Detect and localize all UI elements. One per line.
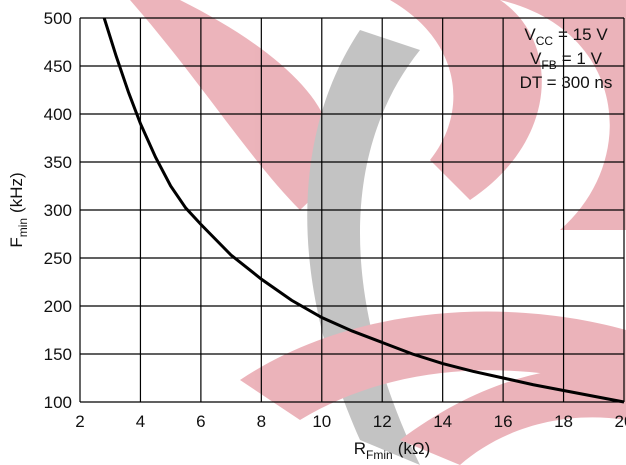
x-tick-label: 10 [312, 412, 331, 431]
annotation-main: V [530, 49, 542, 68]
y-axis-label: Fmin (kHz) [7, 172, 30, 247]
x-tick-label: 14 [433, 412, 452, 431]
annotation-rest: = 1 V [562, 49, 603, 68]
y-tick-label: 350 [44, 153, 72, 172]
annotation: DT = 300 ns [520, 73, 613, 92]
y-axis-label-unit: (kHz) [7, 172, 26, 213]
annotation: VCC = 15 V [524, 25, 608, 48]
plot-area: 100 150 200 250 300 350 400 450 500 2 4 6 8 10 12 14 16 1… [7, 9, 626, 462]
x-tick-label: 18 [554, 412, 573, 431]
annotation-main: DT = 300 ns [520, 73, 613, 92]
y-tick-label: 300 [44, 201, 72, 220]
y-tick-label: 250 [44, 249, 72, 268]
annotation: VFB = 1 V [530, 49, 603, 72]
y-tick-label: 500 [44, 9, 72, 28]
annotation-main: V [524, 25, 536, 44]
x-tick-label: 20 [615, 412, 626, 431]
curve [102, 17, 625, 404]
annotation-sub: CC [536, 34, 554, 48]
x-tick-label: 2 [75, 412, 84, 431]
x-tick-label: 8 [257, 412, 266, 431]
x-tick-label: 12 [373, 412, 392, 431]
annotation-sub: FB [541, 58, 556, 72]
x-axis-label-main: R [354, 439, 366, 458]
x-tick-label: 4 [136, 412, 145, 431]
y-tick-label: 200 [44, 297, 72, 316]
x-axis-label-unit: (kΩ) [398, 439, 431, 458]
y-axis-label-sub: min [16, 218, 30, 237]
x-tick-label: 6 [196, 412, 205, 431]
y-tick-label: 400 [44, 105, 72, 124]
y-tick-label: 100 [44, 393, 72, 412]
x-tick-label: 16 [494, 412, 513, 431]
x-axis-label: RFmin (kΩ) [354, 439, 430, 462]
x-axis-label-sub: Fmin [366, 448, 393, 462]
y-axis-label-main: F [7, 237, 26, 247]
annotation-rest: = 15 V [558, 25, 608, 44]
watermark [130, 0, 626, 465]
y-tick-label: 450 [44, 57, 72, 76]
y-tick-label: 150 [44, 345, 72, 364]
